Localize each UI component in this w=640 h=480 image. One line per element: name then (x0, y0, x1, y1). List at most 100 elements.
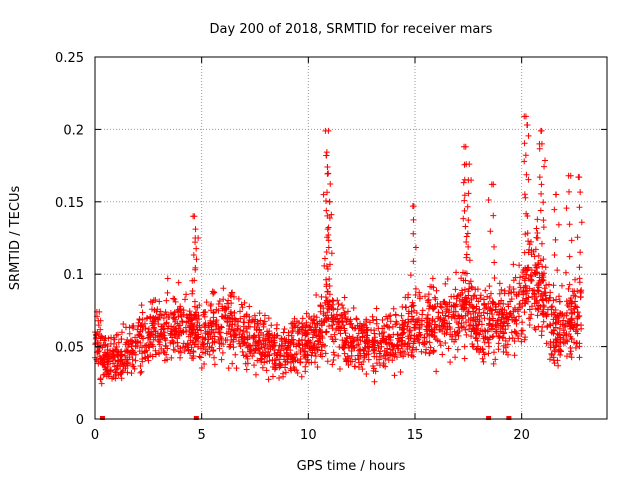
data-point (458, 303, 465, 310)
data-point (507, 298, 514, 305)
data-point (572, 344, 579, 351)
data-point (243, 366, 250, 373)
data-point (323, 316, 330, 323)
data-point (576, 279, 583, 286)
data-point (425, 291, 432, 298)
data-point (404, 346, 411, 353)
data-point (102, 367, 109, 374)
data-point (488, 181, 495, 188)
x-tick-label: 20 (513, 428, 530, 443)
data-point (566, 281, 573, 288)
data-point (326, 323, 333, 330)
data-point (138, 368, 145, 375)
data-point (549, 303, 556, 310)
data-point (129, 361, 136, 368)
data-point (484, 293, 491, 300)
data-point (285, 343, 292, 350)
data-point (132, 357, 139, 364)
data-point (507, 310, 514, 317)
data-point (538, 328, 545, 335)
data-point (531, 253, 538, 260)
data-point (499, 323, 506, 330)
data-point (208, 301, 215, 308)
data-point (519, 319, 526, 326)
data-point (269, 356, 276, 363)
data-point (570, 292, 577, 299)
data-point (261, 344, 268, 351)
data-point (124, 369, 131, 376)
data-point (218, 323, 225, 330)
data-point (477, 295, 484, 302)
y-tick-label: 0.1 (63, 268, 84, 283)
data-point (562, 332, 569, 339)
data-point (298, 373, 305, 380)
data-point (298, 336, 305, 343)
data-point (198, 327, 205, 334)
data-point (427, 302, 434, 309)
data-point (339, 344, 346, 351)
data-point (172, 298, 179, 305)
data-point (321, 255, 328, 262)
data-point (132, 343, 139, 350)
data-point (511, 328, 518, 335)
data-point (283, 336, 290, 343)
data-point (392, 312, 399, 319)
data-point (148, 306, 155, 313)
data-point (222, 312, 229, 319)
data-point (243, 312, 250, 319)
data-point (323, 329, 330, 336)
data-point (149, 353, 156, 360)
data-point (255, 345, 262, 352)
data-point (468, 296, 475, 303)
data-point (136, 348, 143, 355)
data-point (189, 330, 196, 337)
data-point (469, 305, 476, 312)
data-point (257, 317, 264, 324)
data-point (216, 298, 223, 305)
data-point (492, 356, 499, 363)
data-point (347, 339, 354, 346)
data-point (528, 273, 535, 280)
data-point (204, 348, 211, 355)
data-point (334, 306, 341, 313)
data-point (528, 311, 535, 318)
data-point (389, 347, 396, 354)
data-point (312, 359, 319, 366)
data-point (397, 349, 404, 356)
data-point (519, 327, 526, 334)
data-point (265, 342, 272, 349)
data-point (341, 327, 348, 334)
data-point (285, 329, 292, 336)
data-point (412, 318, 419, 325)
data-point (153, 308, 160, 315)
data-point (386, 334, 393, 341)
data-point (208, 327, 215, 334)
data-point (498, 286, 505, 293)
data-point (314, 346, 321, 353)
data-point (461, 143, 468, 150)
data-point (112, 375, 119, 382)
data-point (542, 157, 549, 164)
data-point (310, 327, 317, 334)
data-point (385, 356, 392, 363)
data-point (469, 285, 476, 292)
data-point (519, 269, 526, 276)
data-point (485, 343, 492, 350)
data-point (481, 305, 488, 312)
data-point (273, 352, 280, 359)
data-point (255, 332, 262, 339)
data-point (318, 343, 325, 350)
data-point (357, 346, 364, 353)
data-point (361, 352, 368, 359)
data-point (141, 348, 148, 355)
data-point (215, 336, 222, 343)
data-point (543, 282, 550, 289)
data-point (160, 326, 167, 333)
data-point (135, 332, 142, 339)
data-point (209, 348, 216, 355)
data-point (490, 333, 497, 340)
zero-marker (99, 416, 105, 420)
data-point (408, 313, 415, 320)
data-point (561, 312, 568, 319)
